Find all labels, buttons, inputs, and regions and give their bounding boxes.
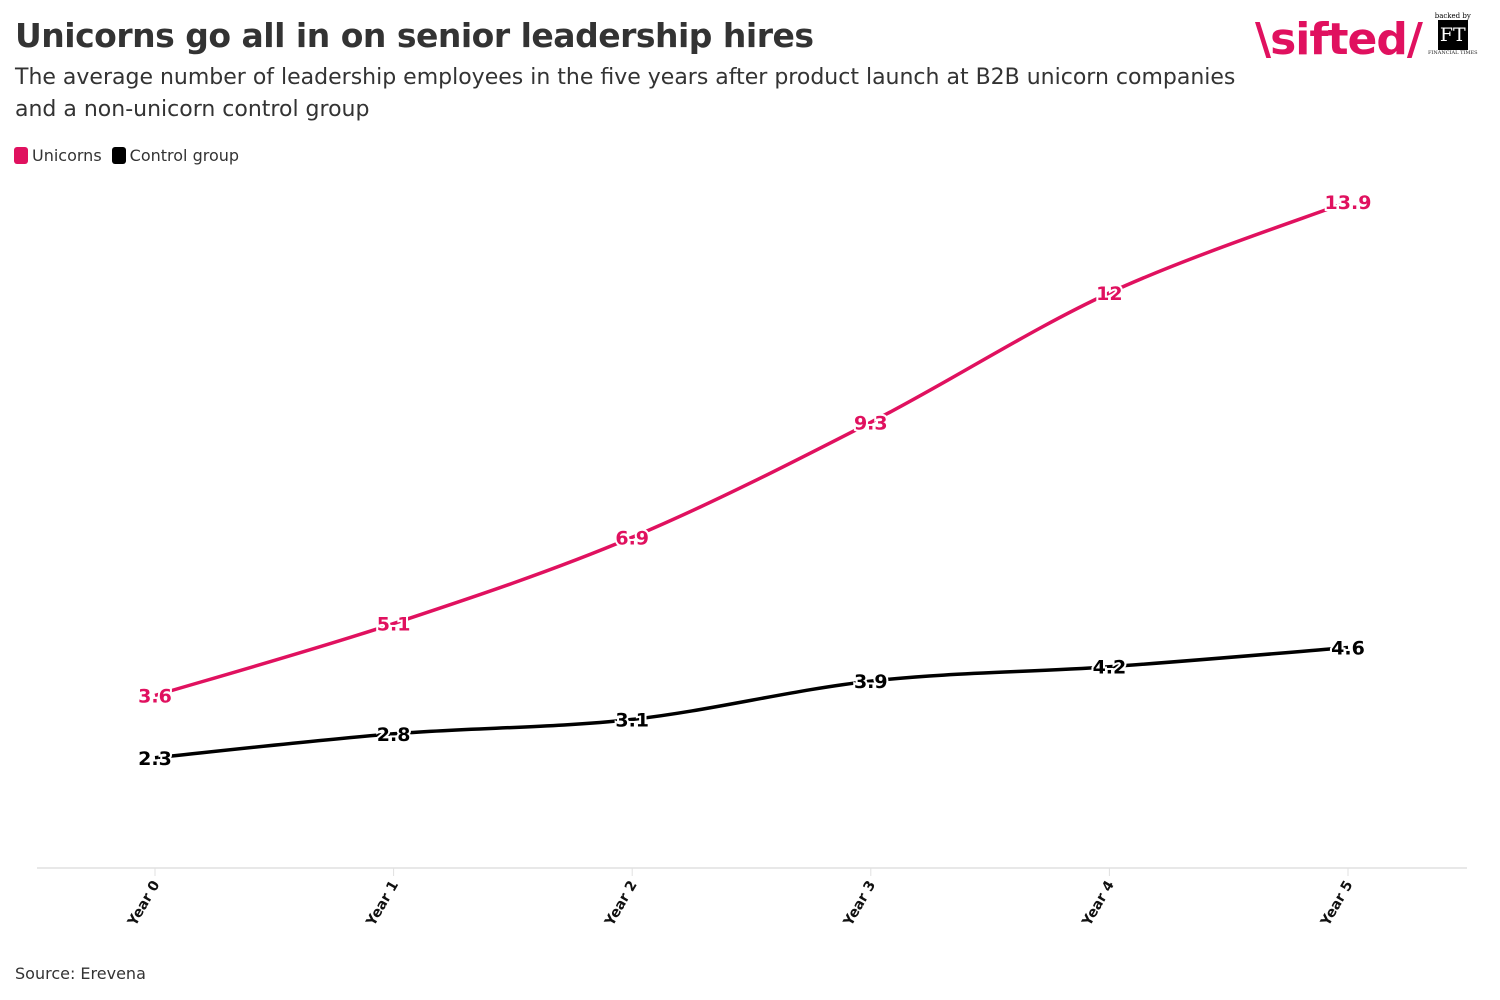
- legend: Unicorns Control group: [14, 146, 239, 165]
- data-label: 4.2: [1093, 657, 1127, 679]
- legend-swatch-control: [111, 147, 126, 164]
- ft-subtext: FINANCIAL TIMES: [1427, 50, 1478, 56]
- x-tick-label: Year 0: [124, 878, 163, 930]
- data-label: 2.8: [377, 724, 411, 746]
- data-label: 5.1: [377, 614, 411, 636]
- legend-item-control: Control group: [111, 146, 240, 165]
- data-label: 6.9: [615, 527, 649, 549]
- x-tick-label: Year 2: [602, 878, 641, 930]
- backed-by-text: backed by: [1434, 12, 1471, 20]
- x-tick-label: Year 4: [1079, 878, 1118, 930]
- ft-mark: FT: [1437, 20, 1468, 50]
- legend-item-unicorns: Unicorns: [14, 146, 102, 165]
- legend-swatch-unicorns: [14, 147, 28, 164]
- x-tick-label: Year 5: [1317, 878, 1356, 930]
- source-note: Source: Erevena: [15, 964, 146, 983]
- data-label: 3.1: [615, 709, 649, 731]
- chart-title: Unicorns go all in on senior leadership …: [15, 16, 814, 55]
- data-label: 4.6: [1331, 638, 1365, 660]
- sifted-wordmark: \sifted/: [1255, 14, 1423, 65]
- legend-label: Control group: [129, 146, 240, 165]
- legend-label: Unicorns: [32, 146, 102, 165]
- sifted-logo: \sifted/ backed by FT FINANCIAL TIMES: [1255, 12, 1478, 68]
- data-label: 3.6: [138, 685, 172, 707]
- x-tick-label: Year 3: [840, 878, 879, 930]
- data-label: 2.3: [138, 748, 172, 770]
- data-label: 9.3: [854, 412, 888, 434]
- ft-logo: backed by FT FINANCIAL TIMES: [1428, 12, 1478, 56]
- series-line-control-group: [154, 645, 1349, 760]
- series-line-unicorns: [154, 200, 1349, 698]
- chart-subtitle: The average number of leadership employe…: [15, 65, 1236, 122]
- x-tick-label: Year 1: [363, 878, 402, 930]
- data-label: 3.9: [854, 671, 888, 693]
- data-label: 12: [1096, 283, 1122, 305]
- data-label: 13.9: [1325, 192, 1372, 214]
